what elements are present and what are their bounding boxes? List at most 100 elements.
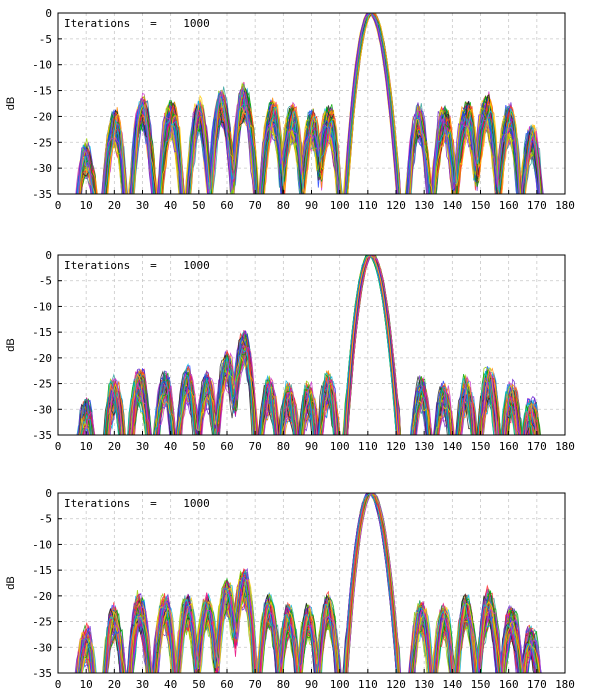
- x-tick-label: 60: [220, 440, 233, 453]
- x-tick-label: 80: [277, 199, 290, 212]
- y-tick-label: -20: [32, 590, 52, 603]
- series-line: [78, 255, 537, 435]
- x-tick-label: 30: [136, 440, 149, 453]
- series-line: [78, 13, 541, 194]
- x-tick-label: 50: [192, 678, 205, 691]
- x-tick-label: 100: [330, 678, 350, 691]
- x-tick-label: 170: [527, 199, 547, 212]
- y-tick-label: -15: [32, 326, 52, 339]
- x-tick-label: 130: [414, 199, 434, 212]
- x-tick-label: 180: [555, 199, 575, 212]
- x-tick-label: 150: [471, 678, 491, 691]
- y-tick-label: -25: [32, 378, 52, 391]
- x-tick-label: 70: [249, 440, 262, 453]
- x-tick-label: 100: [330, 440, 350, 453]
- x-tick-label: 90: [305, 199, 318, 212]
- x-tick-label: 180: [555, 440, 575, 453]
- x-tick-label: 50: [192, 440, 205, 453]
- y-tick-label: -30: [32, 641, 52, 654]
- iterations-annotation: Iterations = 1000: [64, 497, 210, 510]
- x-tick-label: 150: [471, 440, 491, 453]
- series-line: [84, 255, 538, 435]
- x-tick-label: 180: [555, 678, 575, 691]
- x-tick-label: 120: [386, 440, 406, 453]
- series-group: [75, 13, 544, 194]
- x-tick-label: 0: [55, 440, 62, 453]
- chart-panel-1: 0 10 20 30 40 50 60 70 80 90 100 110 120 130 140 150 160…: [5, 7, 575, 212]
- x-tick-label: 70: [249, 678, 262, 691]
- y-tick-label: 0: [45, 487, 52, 500]
- x-tick-label: 10: [80, 678, 93, 691]
- x-tick-label: 140: [442, 678, 462, 691]
- x-tick-label: 40: [164, 199, 177, 212]
- x-tick-label: 80: [277, 678, 290, 691]
- x-tick-label: 0: [55, 678, 62, 691]
- x-tick-label: 20: [108, 440, 121, 453]
- series-group: [74, 493, 542, 673]
- y-tick-label: -35: [32, 667, 52, 680]
- x-tick-label: 110: [358, 440, 378, 453]
- x-tick-label: 160: [499, 199, 519, 212]
- x-tick-label: 120: [386, 678, 406, 691]
- y-tick-label: 0: [45, 7, 52, 20]
- x-tick-label: 10: [80, 440, 93, 453]
- x-tick-label: 10: [80, 199, 93, 212]
- series-line: [80, 493, 542, 673]
- series-line: [83, 255, 539, 435]
- y-tick-label: -10: [32, 59, 52, 72]
- y-tick-label: -30: [32, 162, 52, 175]
- x-tick-label: 150: [471, 199, 491, 212]
- x-tick-label: 130: [414, 440, 434, 453]
- x-tick-label: 40: [164, 440, 177, 453]
- x-tick-label: 140: [442, 199, 462, 212]
- series-line: [80, 255, 533, 435]
- series-line: [78, 13, 541, 194]
- x-tick-label: 0: [55, 199, 62, 212]
- series-line: [79, 13, 542, 194]
- x-tick-label: 100: [330, 199, 350, 212]
- chart-panel-3: 0 10 20 30 40 50 60 70 80 90 100 110 120 130 140 150 160…: [5, 487, 575, 691]
- x-tick-label: 170: [527, 440, 547, 453]
- y-tick-label: -5: [39, 275, 52, 288]
- x-tick-label: 70: [249, 199, 262, 212]
- x-tick-label: 90: [305, 440, 318, 453]
- x-tick-label: 30: [136, 199, 149, 212]
- series-line: [77, 493, 536, 673]
- x-tick-label: 110: [358, 199, 378, 212]
- y-tick-label: -30: [32, 403, 52, 416]
- iterations-annotation: Iterations = 1000: [64, 259, 210, 272]
- y-tick-label: -5: [39, 33, 52, 46]
- series-group: [76, 255, 542, 435]
- y-tick-label: -20: [32, 110, 52, 123]
- x-tick-label: 160: [499, 440, 519, 453]
- x-tick-label: 40: [164, 678, 177, 691]
- y-tick-label: -5: [39, 513, 52, 526]
- x-tick-label: 20: [108, 678, 121, 691]
- x-tick-label: 140: [442, 440, 462, 453]
- series-line: [78, 13, 542, 194]
- y-tick-label: -10: [32, 300, 52, 313]
- x-tick-label: 130: [414, 678, 434, 691]
- y-tick-label: -35: [32, 429, 52, 442]
- iterations-annotation: Iterations = 1000: [64, 17, 210, 30]
- x-tick-label: 60: [220, 199, 233, 212]
- y-tick-label: 0: [45, 249, 52, 262]
- x-tick-label: 60: [220, 678, 233, 691]
- y-tick-label: -15: [32, 85, 52, 98]
- x-tick-label: 50: [192, 199, 205, 212]
- x-tick-label: 110: [358, 678, 378, 691]
- y-tick-label: -10: [32, 538, 52, 551]
- x-tick-label: 160: [499, 678, 519, 691]
- chart-panel-2: 0 10 20 30 40 50 60 70 80 90 100 110 120 130 140 150 160…: [5, 249, 575, 453]
- x-tick-label: 170: [527, 678, 547, 691]
- x-tick-label: 30: [136, 678, 149, 691]
- x-tick-label: 80: [277, 440, 290, 453]
- x-tick-label: 120: [386, 199, 406, 212]
- y-axis-label: dB: [5, 576, 17, 589]
- y-axis-label: dB: [5, 338, 17, 351]
- y-tick-label: -25: [32, 136, 52, 149]
- series-line: [76, 13, 539, 194]
- y-axis-label: dB: [5, 97, 17, 110]
- y-tick-label: -15: [32, 564, 52, 577]
